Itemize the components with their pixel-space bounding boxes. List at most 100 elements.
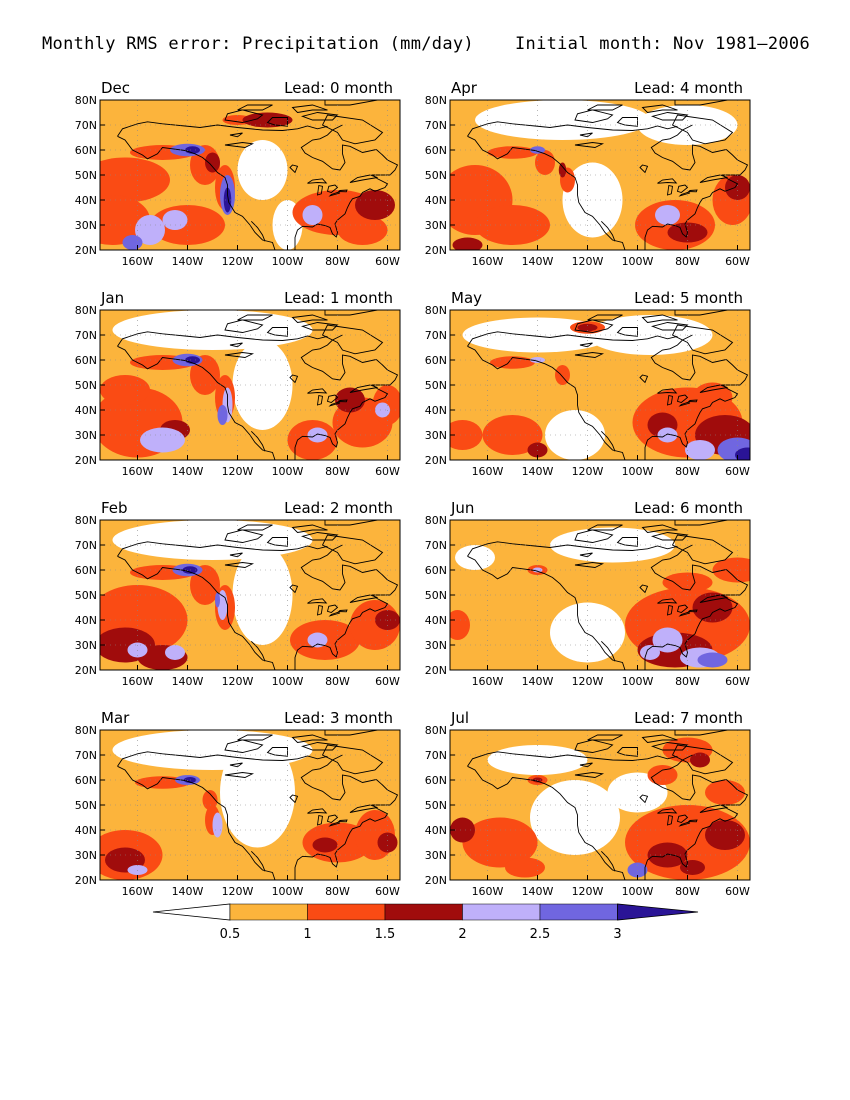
lat-tick-label: 80N xyxy=(425,304,447,317)
contour-fill xyxy=(215,592,220,608)
contour-fill xyxy=(462,817,538,868)
lat-tick-label: 80N xyxy=(425,514,447,527)
contour-fill xyxy=(205,152,220,173)
lon-tick-label: 160W xyxy=(472,675,504,688)
lat-tick-label: 30N xyxy=(75,219,97,232)
contour-fill xyxy=(135,215,165,245)
contour-fill xyxy=(662,572,713,593)
contour-fill xyxy=(312,837,338,853)
lat-tick-label: 30N xyxy=(75,849,97,862)
lon-tick-label: 100W xyxy=(622,675,654,688)
contour-fill xyxy=(647,765,678,785)
lat-tick-label: 60N xyxy=(75,354,97,367)
lat-tick-label: 70N xyxy=(75,749,97,762)
contour-fill xyxy=(302,205,323,225)
contour-fill xyxy=(652,627,683,653)
contour-fill xyxy=(705,820,745,850)
lat-tick-label: 80N xyxy=(75,304,97,317)
map-panel-jan: 80N 70N 60N 50N 40N 30N 20N 160W 140W 120W 100W 80W… xyxy=(75,289,401,478)
lat-tick-label: 20N xyxy=(425,664,447,677)
map-panel-may: 80N 70N 60N 50N 40N 30N 20N 160W 140W 120W 100W 80W… xyxy=(425,289,751,478)
lon-tick-label: 60W xyxy=(725,465,750,478)
lat-tick-label: 50N xyxy=(425,799,447,812)
lon-tick-label: 60W xyxy=(375,885,400,898)
panel-month-label: May xyxy=(451,289,482,307)
map-panel-apr: 80N 70N 60N 50N 40N 30N 20N 160W 140W 120W 100W 80W… xyxy=(425,79,751,268)
contour-fill xyxy=(165,645,185,660)
contour-fill xyxy=(697,652,728,668)
figure-title: Monthly RMS error: Precipitation (mm/day… xyxy=(42,34,474,54)
lat-tick-label: 20N xyxy=(75,244,97,257)
contour-fill xyxy=(242,112,293,128)
map-panel-dec: 80N 70N 60N 50N 40N 30N 20N 160W 140W 120W 100W 80W… xyxy=(75,79,401,268)
lon-tick-label: 160W xyxy=(122,465,154,478)
contour-fill xyxy=(162,210,188,230)
contour-fill xyxy=(475,205,550,245)
graticule xyxy=(100,100,400,250)
panel-lead-label: Lead: 0 month xyxy=(284,79,393,97)
lat-tick-label: 50N xyxy=(425,169,447,182)
graticule xyxy=(450,310,750,460)
lon-tick-label: 120W xyxy=(572,255,604,268)
lat-tick-label: 20N xyxy=(425,874,447,887)
contour-fill xyxy=(647,842,688,868)
lon-tick-label: 140W xyxy=(522,465,554,478)
coastline xyxy=(117,310,399,460)
lon-tick-label: 60W xyxy=(375,255,400,268)
panel-lead-label: Lead: 3 month xyxy=(284,709,393,727)
graticule xyxy=(100,520,400,670)
panel-month-label: Dec xyxy=(101,79,130,97)
contour-fill xyxy=(550,602,625,663)
lat-tick-label: 20N xyxy=(425,454,447,467)
contour-fill xyxy=(450,420,483,450)
lat-tick-label: 30N xyxy=(425,639,447,652)
lat-tick-label: 50N xyxy=(75,589,97,602)
lon-tick-label: 100W xyxy=(622,885,654,898)
lon-tick-label: 120W xyxy=(572,675,604,688)
lat-tick-label: 30N xyxy=(425,429,447,442)
contour-fill xyxy=(692,592,733,623)
lon-tick-label: 120W xyxy=(222,675,254,688)
contour-fill xyxy=(680,860,705,875)
lat-tick-label: 30N xyxy=(75,429,97,442)
lat-tick-label: 80N xyxy=(425,724,447,737)
panel-month-label: Feb xyxy=(101,499,128,517)
lon-tick-label: 120W xyxy=(222,255,254,268)
contour-fill xyxy=(217,405,228,425)
contour-fill xyxy=(212,812,223,838)
lat-tick-label: 30N xyxy=(425,219,447,232)
colorbar-tick-label: 0.5 xyxy=(220,927,241,942)
coastline xyxy=(467,100,749,250)
lat-tick-label: 20N xyxy=(75,454,97,467)
contour-fill xyxy=(202,790,218,810)
lon-tick-label: 160W xyxy=(472,465,504,478)
lat-tick-label: 60N xyxy=(425,774,447,787)
contour-fill xyxy=(705,780,745,805)
contour-fill xyxy=(657,427,678,443)
panel-month-label: Jun xyxy=(450,499,474,517)
lat-tick-label: 20N xyxy=(75,874,97,887)
lon-tick-label: 160W xyxy=(122,675,154,688)
contour-fill xyxy=(377,832,398,853)
panel-lead-label: Lead: 4 month xyxy=(634,79,743,97)
lon-tick-label: 160W xyxy=(472,885,504,898)
contour-fill xyxy=(122,235,143,250)
contour-fill xyxy=(685,440,715,460)
panel-lead-label: Lead: 2 month xyxy=(284,499,393,517)
lon-tick-label: 80W xyxy=(325,675,350,688)
lat-tick-label: 50N xyxy=(75,379,97,392)
contour-fill xyxy=(725,175,750,200)
contour-fill xyxy=(450,610,470,640)
colorbar-tick-label: 1.5 xyxy=(375,927,396,942)
lat-tick-label: 70N xyxy=(425,749,447,762)
lat-tick-label: 60N xyxy=(425,564,447,577)
lon-tick-label: 120W xyxy=(572,465,604,478)
map-panel-jun: 80N 70N 60N 50N 40N 30N 20N 160W 140W 120W 100W 80W… xyxy=(425,499,751,688)
lat-tick-label: 50N xyxy=(425,589,447,602)
graticule xyxy=(100,730,400,880)
contour-fill xyxy=(140,427,185,453)
lat-tick-label: 50N xyxy=(75,169,97,182)
contour-fill xyxy=(237,140,288,200)
lat-tick-label: 60N xyxy=(425,354,447,367)
map-panel-jul: 80N 70N 60N 50N 40N 30N 20N 160W 140W 120W 100W 80W… xyxy=(425,709,751,898)
